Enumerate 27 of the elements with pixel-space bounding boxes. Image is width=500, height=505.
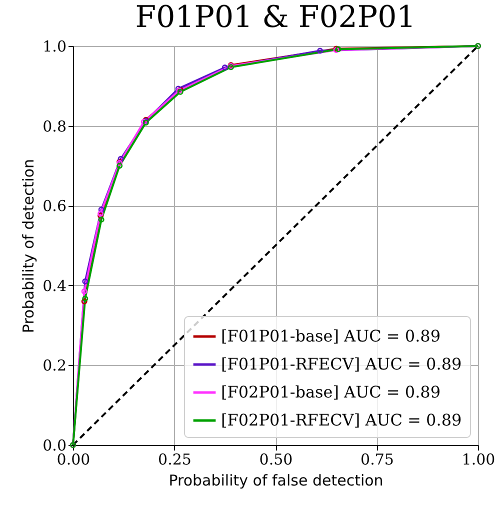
x-tick-label: 0.25 (158, 450, 192, 468)
legend-label: [F02P01-base] AUC = 0.89 (221, 382, 441, 402)
point (116, 162, 123, 169)
y-tick-label: 0.4 (42, 276, 66, 295)
legend-label: [F01P01-RFECV] AUC = 0.89 (221, 354, 462, 374)
point (317, 48, 324, 54)
y-tick-label: 0.6 (42, 197, 66, 216)
point (98, 212, 104, 219)
y-tick-label: 0.8 (42, 117, 66, 136)
point (81, 288, 88, 294)
point (82, 296, 88, 302)
x-axis-title: Probability of false detection (168, 472, 384, 490)
legend-label: [F01P01-base] AUC = 0.89 (221, 326, 441, 346)
y-tick-label: 0.2 (42, 356, 66, 375)
chart-title: F01P01 & F02P01 (135, 0, 416, 35)
legend-label: [F02P01-RFECV] AUC = 0.89 (221, 410, 462, 430)
point (98, 206, 104, 213)
x-tick-label: 0.50 (259, 450, 293, 468)
y-axis-title: Probability of detection (20, 158, 38, 334)
point (118, 156, 124, 162)
point (98, 216, 104, 223)
point (222, 64, 228, 71)
y-tick-label: 1.0 (42, 38, 66, 56)
x-tick-label: 1.00 (462, 450, 496, 468)
point (81, 298, 88, 304)
x-tick-label: 0.75 (360, 450, 394, 468)
point (82, 278, 88, 284)
